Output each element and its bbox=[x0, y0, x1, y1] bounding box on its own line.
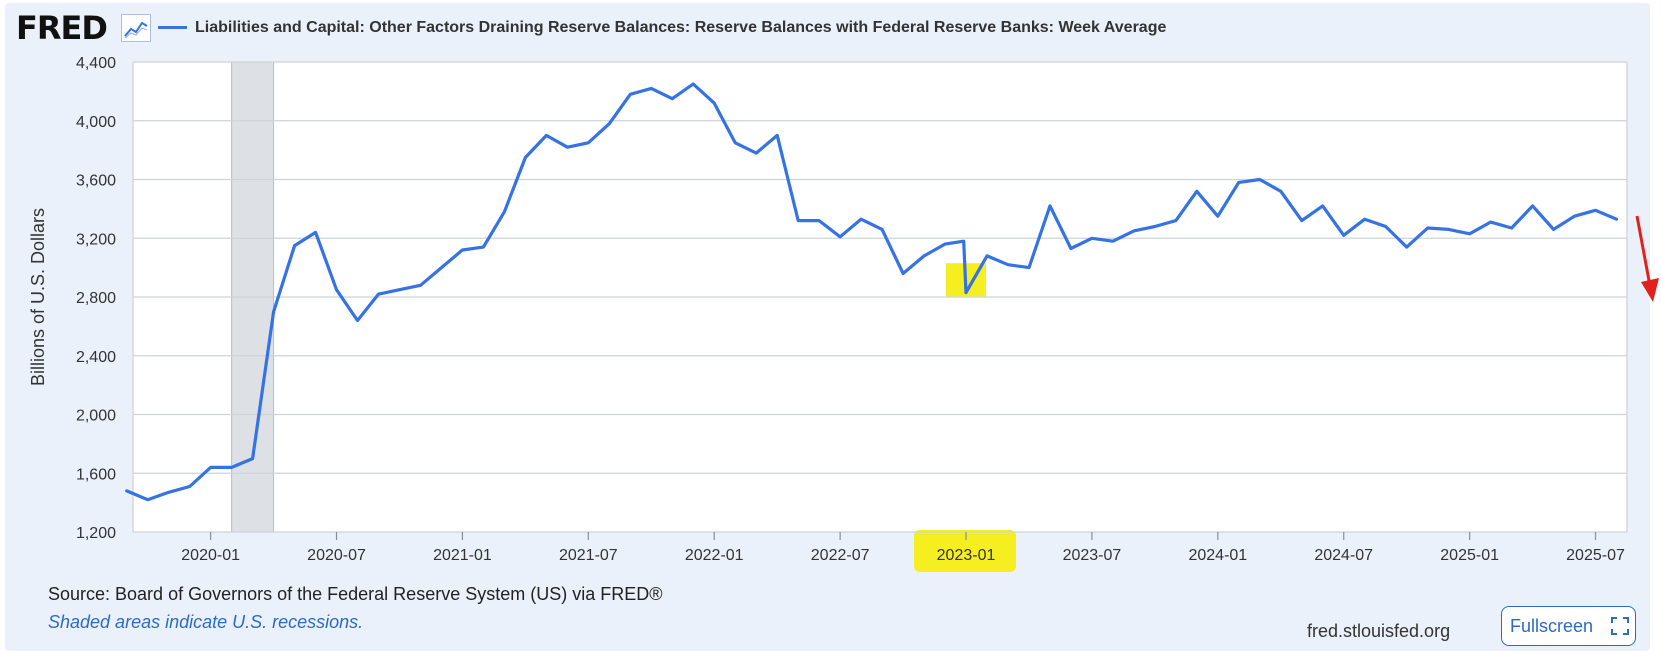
fullscreen-button[interactable]: Fullscreen bbox=[1501, 606, 1636, 646]
legend-swatch bbox=[158, 26, 187, 29]
y-tick-label: 2,800 bbox=[76, 290, 116, 307]
fred-logo[interactable]: FRED bbox=[16, 9, 108, 47]
x-tick-label: 2022-07 bbox=[811, 547, 870, 564]
y-tick-label: 3,600 bbox=[76, 173, 116, 190]
y-axis-label: Billions of U.S. Dollars bbox=[28, 208, 48, 386]
x-tick-label: 2024-07 bbox=[1314, 547, 1373, 564]
y-tick-label: 4,000 bbox=[76, 114, 116, 131]
chart-svg: 1,200 1,600 2,000 2,400 2,800 3,200 3,600 4,000… bbox=[28, 55, 1659, 572]
x-tick-label: 2025-07 bbox=[1566, 547, 1625, 564]
y-tick-label: 4,400 bbox=[76, 55, 116, 72]
y-tick-label: 2,000 bbox=[76, 408, 116, 425]
x-tick-label: 2023-01 bbox=[937, 547, 996, 564]
x-tick-label: 2020-01 bbox=[181, 547, 240, 564]
x-tick-label: 2020-07 bbox=[307, 547, 366, 564]
x-tick-label: 2021-01 bbox=[433, 547, 492, 564]
x-tick-label: 2024-01 bbox=[1188, 547, 1247, 564]
series-line bbox=[125, 82, 1619, 502]
y-tick-label: 2,400 bbox=[76, 349, 116, 366]
x-tick-label: 2023-07 bbox=[1063, 547, 1122, 564]
y-tick-label: 3,200 bbox=[76, 231, 116, 248]
x-tick-label: 2022-01 bbox=[685, 547, 744, 564]
recession-note[interactable]: Shaded areas indicate U.S. recessions. bbox=[48, 612, 364, 632]
x-tick-label: 2025-01 bbox=[1440, 547, 1499, 564]
chart-title: Liabilities and Capital: Other Factors D… bbox=[195, 19, 1167, 36]
y-tick-label: 1,200 bbox=[76, 525, 116, 542]
y-tick-label: 1,600 bbox=[76, 466, 116, 483]
expand-icon bbox=[1611, 617, 1629, 635]
tick-highlight bbox=[914, 530, 1017, 572]
fullscreen-label: Fullscreen bbox=[1510, 616, 1594, 636]
site-url[interactable]: fred.stlouisfed.org bbox=[1307, 621, 1451, 641]
source-text: Source: Board of Governors of the Federa… bbox=[48, 584, 663, 604]
line-chart-icon bbox=[121, 14, 151, 42]
red-arrow-annotation bbox=[1635, 215, 1659, 302]
x-tick-label: 2021-07 bbox=[559, 547, 618, 564]
